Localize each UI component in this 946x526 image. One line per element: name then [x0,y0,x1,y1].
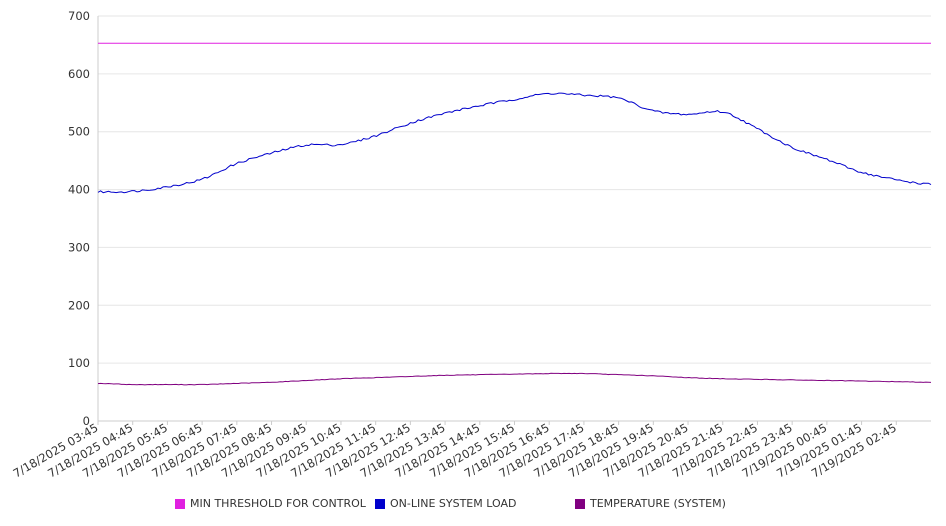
y-tick-label: 700 [68,9,90,23]
legend-swatch [575,498,585,509]
y-tick-label: 600 [68,67,90,81]
y-tick-label: 100 [68,356,90,370]
chart-legend: MIN THRESHOLD FOR CONTROL ON-LINE SYSTEM … [0,497,946,515]
series-line-temperature-system [97,372,932,386]
series-line-on-line-system-load [97,92,932,194]
legend-label: TEMPERATURE (SYSTEM) [590,497,726,510]
y-tick-label: 200 [68,298,90,312]
y-tick-label: 0 [83,414,90,428]
legend-swatch [175,498,185,509]
legend-item: MIN THRESHOLD FOR CONTROL [175,497,366,510]
legend-label: ON-LINE SYSTEM LOAD [390,497,517,510]
y-tick-label: 500 [68,125,90,139]
legend-swatch [375,498,385,509]
y-tick-label: 400 [68,183,90,197]
legend-label: MIN THRESHOLD FOR CONTROL [190,497,366,510]
y-tick-label: 300 [68,240,90,254]
legend-item: ON-LINE SYSTEM LOAD [375,497,516,510]
legend-item: TEMPERATURE (SYSTEM) [575,497,726,510]
